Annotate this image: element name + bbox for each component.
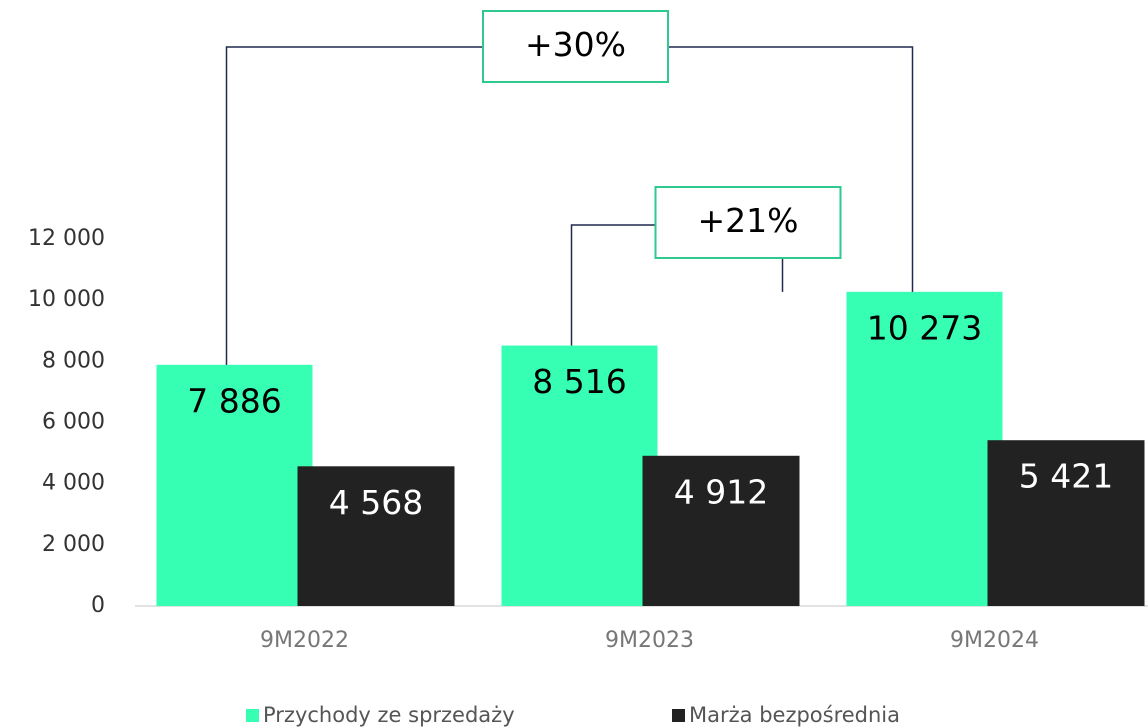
y-tick-label: 12 000: [28, 226, 105, 251]
x-tick-label: 9M2022: [260, 628, 349, 653]
data-label: 4 568: [329, 483, 423, 522]
legend-label: Marża bezpośrednia: [689, 703, 900, 727]
bar: [501, 345, 658, 606]
x-tick-label: 9M2023: [605, 628, 694, 653]
annotation-text: +21%: [698, 201, 799, 240]
data-label: 4 912: [674, 472, 768, 511]
legend-swatch: [246, 709, 259, 722]
legend-label: Przychody ze sprzedaży: [263, 703, 515, 727]
annotation-box: [482, 10, 669, 83]
y-tick-label: 6 000: [42, 410, 105, 435]
y-tick-label: 4 000: [42, 471, 105, 496]
x-tick-label: 9M2024: [950, 628, 1039, 653]
bar: [297, 466, 455, 606]
annotation-text: +30%: [525, 25, 626, 64]
connector: [225, 46, 914, 365]
y-tick-label: 2 000: [42, 532, 105, 557]
y-tick-label: 8 000: [42, 348, 105, 373]
bar: [846, 291, 1003, 606]
legend-swatch: [672, 709, 685, 722]
bar: [987, 440, 1145, 606]
annotation-box: [654, 186, 842, 259]
data-label: 10 273: [867, 308, 982, 347]
data-label: 7 886: [187, 381, 281, 420]
y-tick-label: 0: [91, 593, 105, 618]
bar: [156, 364, 313, 606]
bar: [642, 455, 800, 606]
data-label: 8 516: [532, 362, 626, 401]
y-tick-label: 10 000: [28, 287, 105, 312]
data-label: 5 421: [1019, 457, 1113, 496]
